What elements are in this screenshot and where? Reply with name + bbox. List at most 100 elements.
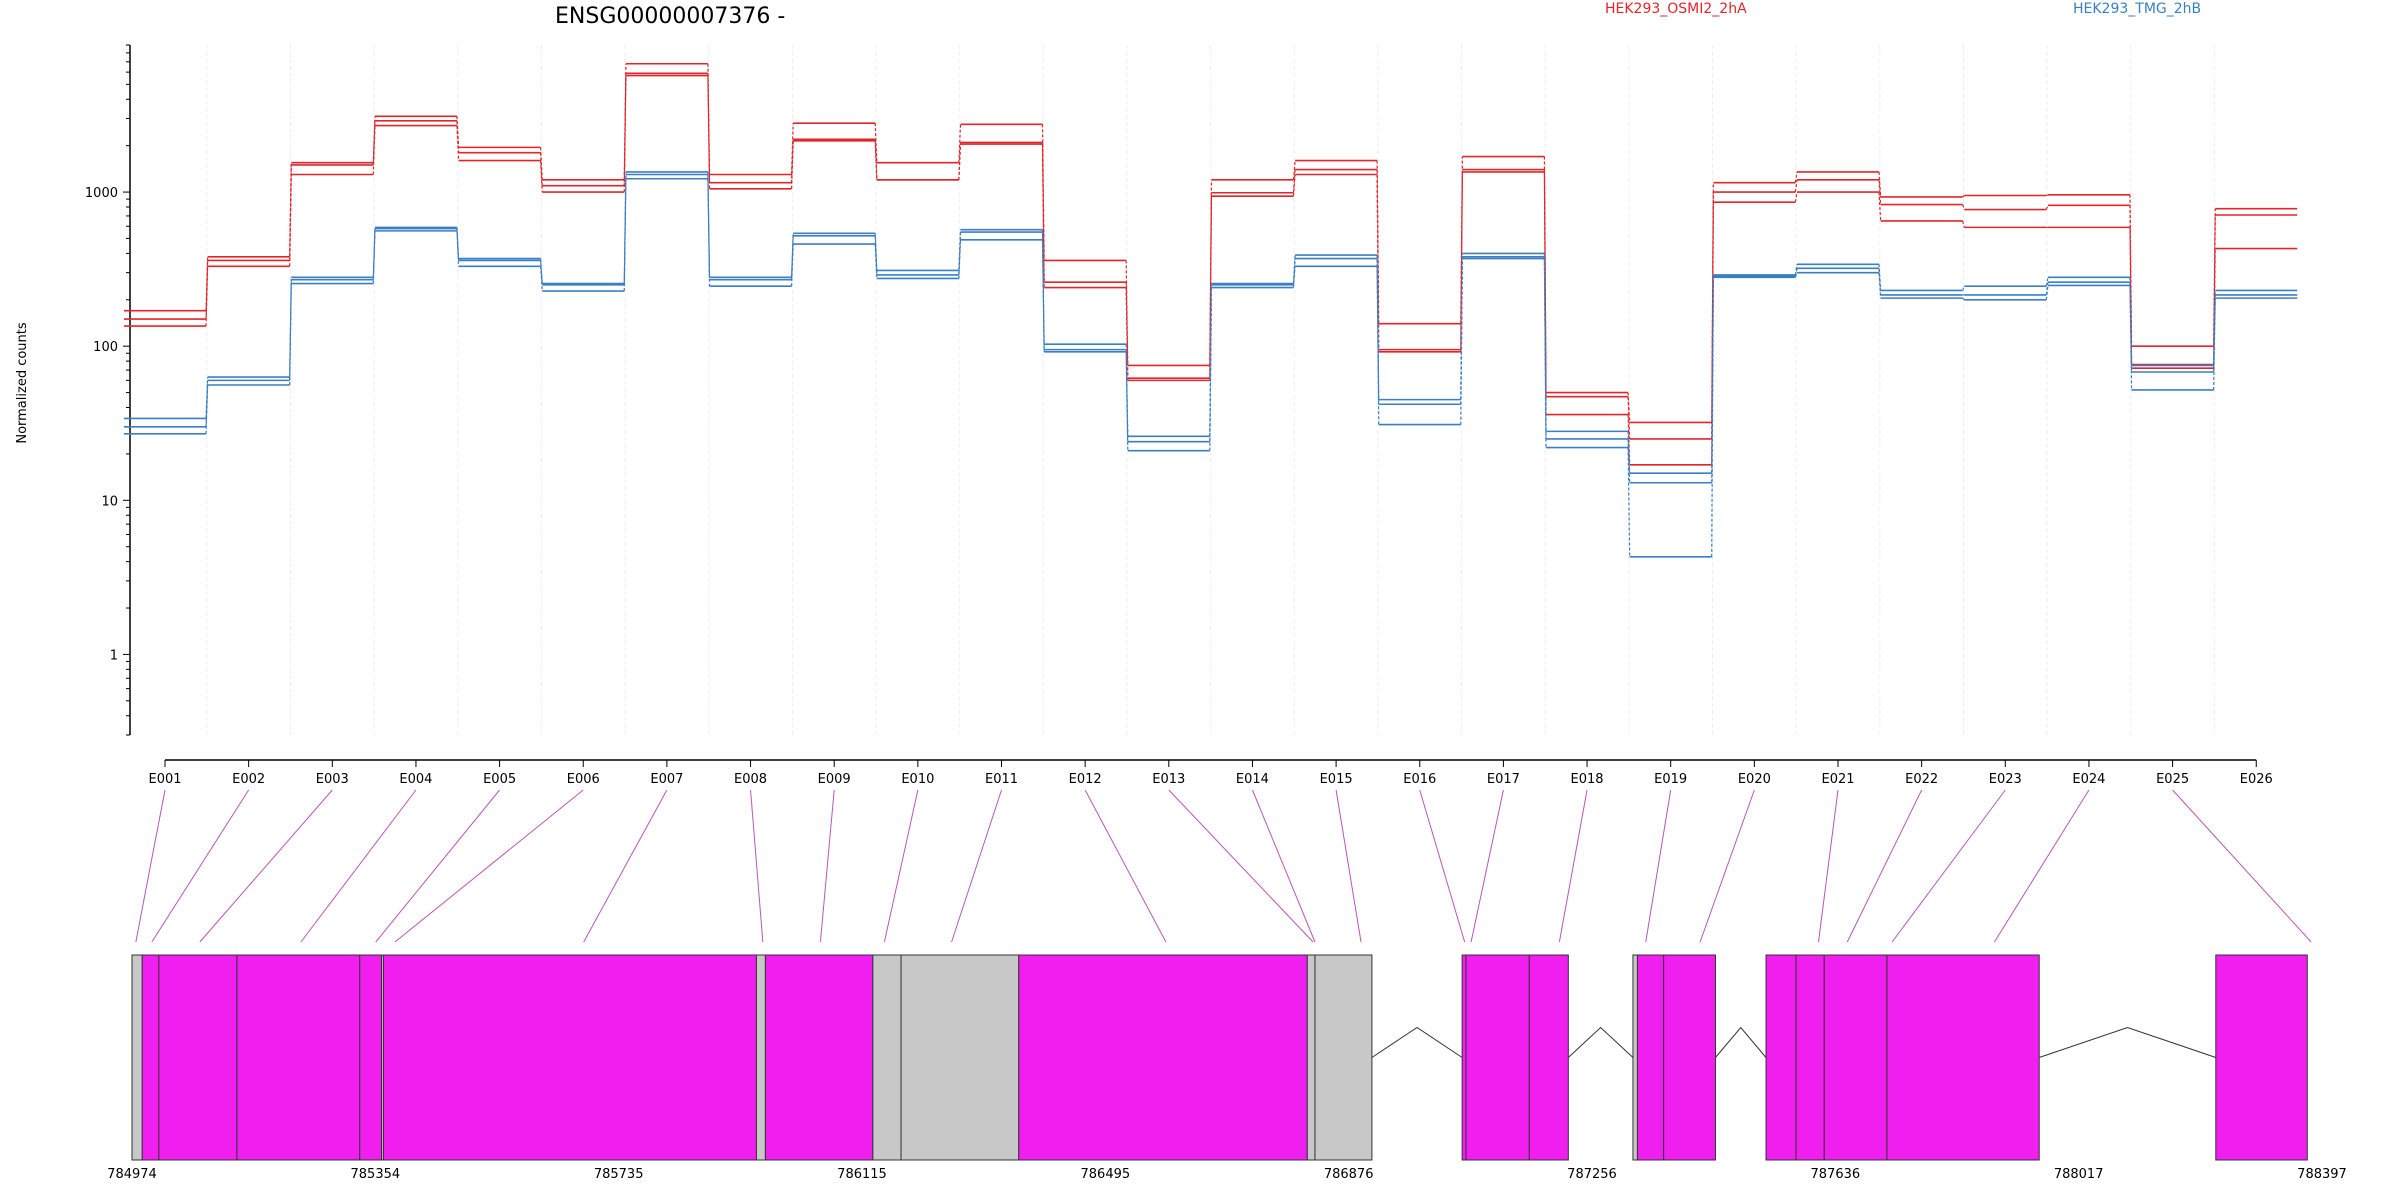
x-tick-label: E025	[2156, 772, 2189, 787]
exon-connector	[394, 789, 584, 943]
series-connector	[456, 125, 460, 161]
series-connector	[874, 235, 878, 275]
series-connector	[1962, 285, 1965, 291]
series-connector	[289, 174, 292, 267]
x-tick-label: E022	[1905, 772, 1938, 787]
exon-bin	[1018, 954, 1308, 1161]
exon-bin	[236, 954, 361, 1161]
exon-bin	[1795, 954, 1825, 1161]
exon-bin	[359, 954, 383, 1161]
exon-connector	[2172, 789, 2312, 943]
x-tick-label: E003	[316, 772, 349, 787]
series-connector	[1627, 431, 1631, 474]
x-tick-label: E012	[1069, 772, 1102, 787]
x-tick-label: E007	[650, 772, 683, 787]
gene-model	[131, 954, 2308, 1161]
x-tick-label: E005	[483, 772, 516, 787]
series-connector	[1209, 287, 1213, 451]
exon-connector	[750, 789, 764, 943]
exon-connector	[583, 789, 668, 943]
exon-bin	[1886, 954, 2040, 1161]
exon-bin	[141, 954, 160, 1161]
series-connector	[1125, 287, 1129, 381]
noncounted-bin	[1314, 954, 1373, 1161]
y-tick-label: 1	[110, 648, 118, 663]
x-tick-label: E002	[232, 772, 265, 787]
y-tick-label: 100	[93, 340, 118, 355]
series-connector	[874, 244, 878, 279]
series-connector	[205, 384, 209, 434]
exon-connector	[1335, 789, 1362, 943]
series-connector	[790, 244, 794, 287]
series-connector	[372, 116, 376, 163]
intron	[1371, 1026, 1463, 1058]
exon-bin	[2215, 954, 2308, 1161]
x-tick-label: E004	[399, 772, 432, 787]
x-tick-label: E023	[1989, 772, 2022, 787]
series-connector	[2213, 298, 2216, 390]
exon-connector	[819, 789, 835, 943]
series-connector	[1711, 277, 1714, 557]
series-connector	[205, 380, 209, 427]
intron	[1715, 1026, 1767, 1058]
series-connector	[1460, 256, 1463, 405]
series-connector	[1125, 349, 1129, 442]
noncounted-bin	[1306, 954, 1316, 1161]
series-connector	[623, 178, 627, 292]
series-connector	[707, 75, 711, 189]
y-tick-label: 1000	[85, 186, 118, 201]
exon-connector	[135, 789, 166, 943]
exon-connector	[883, 789, 919, 943]
exon-connector	[1558, 789, 1588, 943]
series-connector	[958, 143, 962, 180]
series-connector	[1041, 144, 1045, 288]
x-tick-label: E026	[2240, 772, 2273, 787]
exon-bin	[1765, 954, 1797, 1161]
series-connector	[1376, 266, 1380, 425]
legend-series-b: HEK293_TMG_2hB	[2073, 1, 2201, 17]
series-connector	[540, 160, 543, 193]
coordinate-label: 788397	[2297, 1167, 2347, 1182]
legend: HEK293_OSMI2_2hA HEK293_TMG_2hB	[1605, 1, 2201, 17]
exon-connector	[199, 789, 333, 943]
series-connector	[707, 178, 711, 287]
x-axis: E001 E002 E003 E004 E005 E006 E007 E008 E009 E010…	[148, 759, 2273, 787]
series-connector	[1460, 258, 1463, 425]
series-connector	[2045, 277, 2049, 287]
series-connector	[1627, 447, 1631, 557]
series-connector	[1209, 196, 1213, 381]
exon-connector	[1994, 789, 2090, 943]
intron	[2039, 1026, 2216, 1058]
series-connector	[874, 140, 878, 180]
noncounted-bin	[1632, 954, 1638, 1161]
x-tick-label: E013	[1152, 772, 1185, 787]
series-connector	[1627, 396, 1631, 439]
series-connector	[1292, 258, 1296, 285]
exon-bin	[1465, 954, 1530, 1161]
exon-connector	[1251, 789, 1316, 943]
series-connector	[1794, 171, 1798, 183]
series-connector	[1794, 191, 1798, 203]
series-connector	[1041, 124, 1045, 261]
x-tick-label: E015	[1320, 772, 1353, 787]
series-connector	[1041, 239, 1045, 352]
series-connector	[1543, 258, 1547, 448]
series-connector	[1292, 266, 1296, 288]
y-axis-label: Normalized counts	[15, 322, 30, 444]
exon-connector	[1168, 789, 1314, 943]
exon-bin	[158, 954, 238, 1161]
chart-title: ENSG00000007376 -	[555, 4, 785, 29]
exon-bin	[1663, 954, 1716, 1161]
noncounted-bin	[131, 954, 143, 1161]
exon-connector	[1084, 789, 1167, 943]
exon-connector	[1846, 789, 1923, 943]
series-connector	[1292, 160, 1296, 180]
series-connector	[2045, 285, 2049, 300]
exon-bin	[764, 954, 874, 1161]
exon-connector	[1891, 789, 2006, 943]
x-tick-label: E014	[1236, 772, 1269, 787]
exon-connector	[1419, 789, 1466, 943]
series-connector	[2045, 205, 2049, 210]
series-connector	[707, 174, 711, 280]
